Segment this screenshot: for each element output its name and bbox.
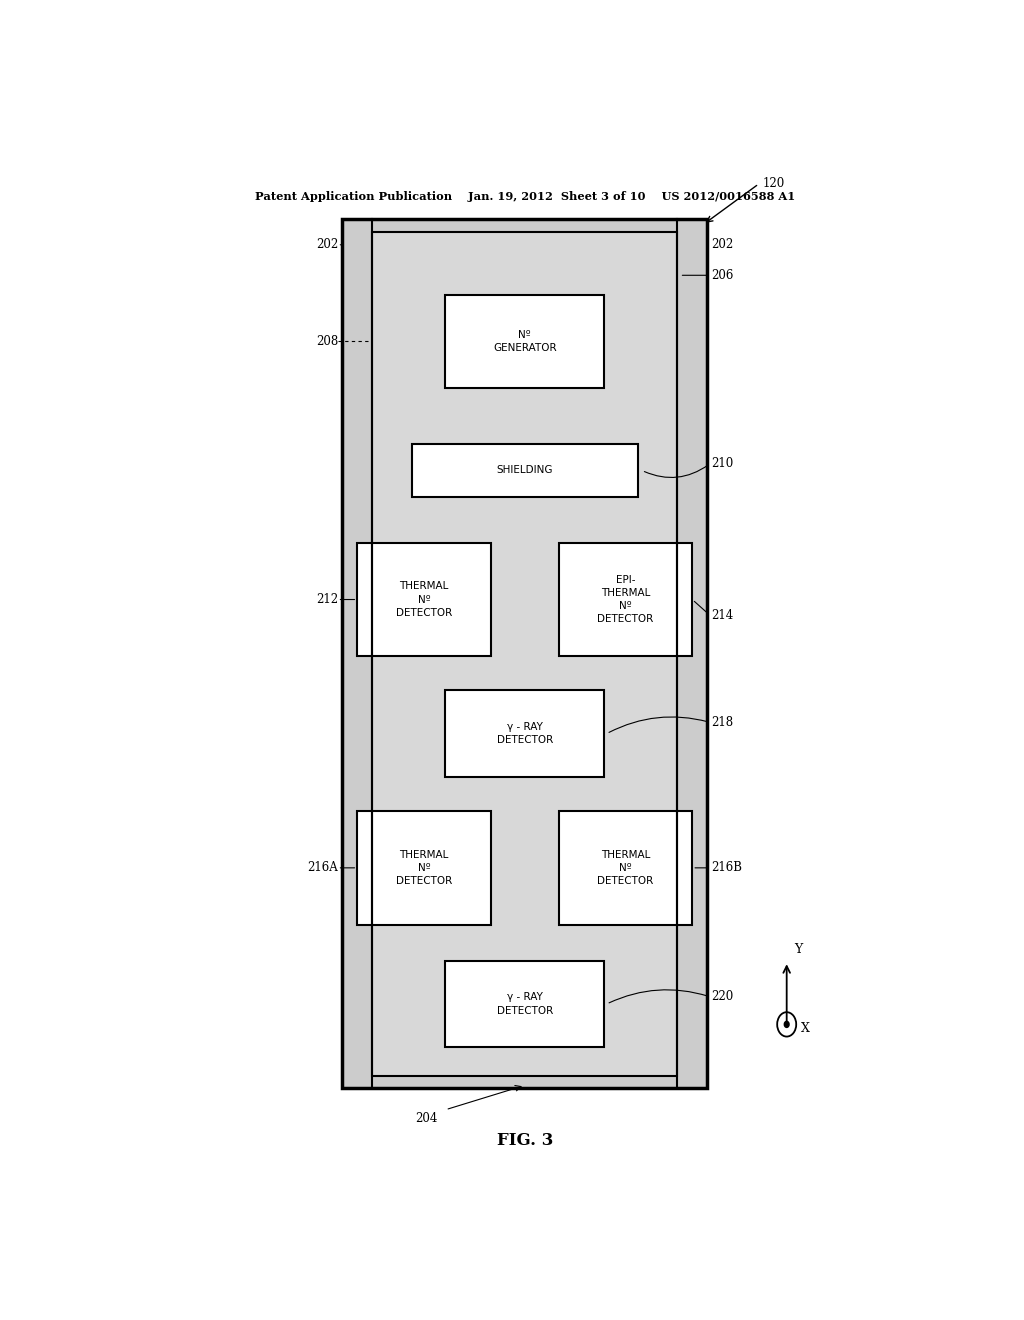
Text: 218: 218 (712, 715, 733, 729)
Text: SHIELDING: SHIELDING (497, 466, 553, 475)
Text: EPI-
THERMAL
Nº
DETECTOR: EPI- THERMAL Nº DETECTOR (597, 574, 653, 624)
Bar (445, 690, 604, 777)
Text: Nº
GENERATOR: Nº GENERATOR (493, 330, 557, 352)
Bar (373, 231, 677, 1076)
Bar (412, 444, 638, 496)
Bar (559, 810, 692, 925)
Bar (559, 543, 692, 656)
Bar (342, 219, 708, 1089)
Text: THERMAL
Nº
DETECTOR: THERMAL Nº DETECTOR (396, 850, 453, 886)
Bar (373, 231, 677, 1076)
Text: 202: 202 (316, 239, 338, 251)
Text: 206: 206 (712, 269, 733, 281)
Text: 120: 120 (763, 177, 785, 190)
Text: γ - RAY
DETECTOR: γ - RAY DETECTOR (497, 993, 553, 1015)
Text: Patent Application Publication    Jan. 19, 2012  Sheet 3 of 10    US 2012/001658: Patent Application Publication Jan. 19, … (255, 191, 795, 202)
Text: 214: 214 (712, 610, 733, 622)
Text: γ - RAY
DETECTOR: γ - RAY DETECTOR (497, 722, 553, 746)
Text: 208: 208 (316, 335, 338, 348)
Text: Y: Y (795, 944, 803, 956)
Text: THERMAL
Nº
DETECTOR: THERMAL Nº DETECTOR (597, 850, 653, 886)
Text: FIG. 3: FIG. 3 (497, 1133, 553, 1150)
Text: 204: 204 (415, 1111, 437, 1125)
Text: 212: 212 (316, 593, 338, 606)
Text: 216A: 216A (307, 862, 338, 874)
Text: 220: 220 (712, 990, 733, 1003)
Text: 216B: 216B (712, 862, 742, 874)
Text: X: X (801, 1022, 810, 1035)
Text: 202: 202 (712, 239, 733, 251)
Circle shape (784, 1022, 790, 1027)
Text: 210: 210 (712, 457, 733, 470)
Bar (357, 543, 490, 656)
Text: THERMAL
Nº
DETECTOR: THERMAL Nº DETECTOR (396, 581, 453, 618)
Bar (445, 961, 604, 1047)
Bar (342, 219, 708, 1089)
Bar (445, 294, 604, 388)
Bar (357, 810, 490, 925)
